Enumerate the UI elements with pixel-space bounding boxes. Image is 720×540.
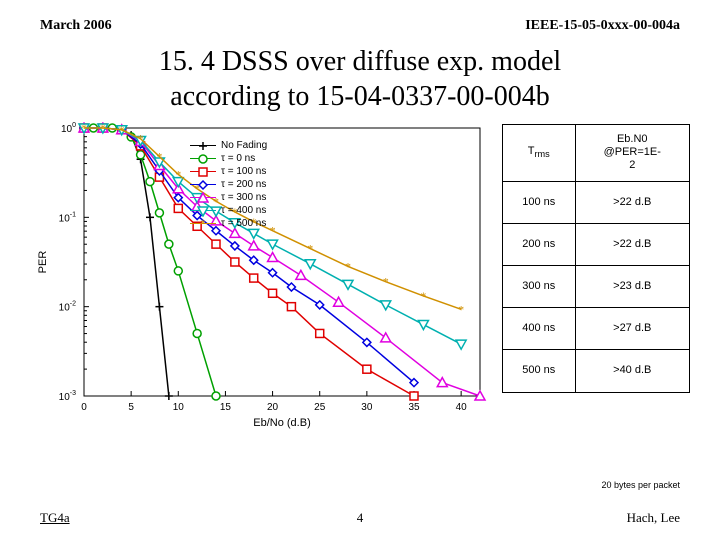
footer-left: TG4a	[40, 510, 70, 526]
slide-footer: TG4a 4 Hach, Lee	[40, 510, 680, 526]
svg-text:5: 5	[128, 402, 134, 413]
svg-text:25: 25	[314, 402, 326, 413]
legend-item: τ = 200 ns	[190, 179, 267, 190]
svg-text:100: 100	[61, 122, 76, 135]
svg-text:*: *	[119, 123, 125, 137]
svg-text:15: 15	[220, 402, 232, 413]
svg-text:*: *	[420, 289, 426, 303]
legend-item: No Fading	[190, 140, 267, 151]
table-cell: 100 ns	[503, 181, 576, 223]
svg-text:10-3: 10-3	[59, 390, 76, 403]
header-date: March 2006	[40, 18, 112, 34]
legend-label: τ = 400 ns	[221, 205, 266, 216]
legend-item: τ = 300 ns	[190, 192, 267, 203]
svg-text:*: *	[201, 218, 206, 230]
svg-text:*: *	[307, 242, 313, 256]
results-table-wrap: TrmsEb.N0@PER=1E-2 100 ns>22 d.B200 ns>2…	[502, 122, 690, 432]
svg-text:10-2: 10-2	[59, 301, 76, 314]
svg-text:*: *	[81, 122, 87, 135]
legend-label: τ = 0 ns	[221, 153, 255, 164]
per-chart: 0 5 10 15 20 25 30 35 40 100 10-1 10-2 10-3 Eb/No (d.…	[30, 122, 490, 432]
svg-text:30: 30	[361, 402, 373, 413]
table-row: 200 ns>22 d.B	[503, 223, 690, 265]
svg-text:10: 10	[173, 402, 185, 413]
table-cell: >23 d.B	[575, 265, 689, 307]
table-row: 400 ns>27 d.B	[503, 308, 690, 350]
table-cell: 400 ns	[503, 308, 576, 350]
svg-text:*: *	[138, 132, 144, 146]
svg-text:0: 0	[81, 402, 87, 413]
svg-text:*: *	[175, 167, 181, 181]
legend-label: No Fading	[221, 140, 267, 151]
svg-text:*: *	[156, 150, 162, 164]
table-row: 300 ns>23 d.B	[503, 265, 690, 307]
svg-text:*: *	[383, 275, 389, 289]
table-row: 100 ns>22 d.B	[503, 181, 690, 223]
svg-text:*: *	[345, 259, 351, 273]
table-header: Eb.N0@PER=1E-2	[575, 125, 689, 182]
footer-page: 4	[357, 510, 364, 526]
svg-text:PER: PER	[37, 251, 49, 274]
table-row: 500 ns>40 d.B	[503, 350, 690, 392]
svg-text:*: *	[100, 122, 106, 135]
table-cell: >40 d.B	[575, 350, 689, 392]
title-line-2: according to 15-04-0337-00-004b	[170, 81, 549, 112]
slide-title: 15. 4 DSSS over diffuse exp. model accor…	[0, 40, 720, 122]
legend-label: τ = 500 ns	[221, 218, 266, 229]
legend-label: τ = 300 ns	[221, 192, 266, 203]
table-header: Trms	[503, 125, 576, 182]
footer-right: Hach, Lee	[627, 510, 680, 526]
header-doc-id: IEEE-15-05-0xxx-00-004a	[525, 18, 680, 34]
legend-item: τ = 400 ns	[190, 205, 267, 216]
table-cell: 300 ns	[503, 265, 576, 307]
footnote: 20 bytes per packet	[601, 480, 680, 490]
svg-text:*: *	[458, 302, 464, 316]
table-cell: 500 ns	[503, 350, 576, 392]
legend-item: τ = 100 ns	[190, 166, 267, 177]
chart-legend: No Fading τ = 0 ns τ = 100 ns τ = 200 ns τ =…	[190, 140, 267, 231]
svg-text:10-1: 10-1	[59, 211, 76, 224]
content-area: 0 5 10 15 20 25 30 35 40 100 10-1 10-2 10-3 Eb/No (d.…	[0, 122, 720, 432]
svg-text:*: *	[270, 224, 276, 238]
table-cell: >27 d.B	[575, 308, 689, 350]
svg-text:40: 40	[456, 402, 468, 413]
title-line-1: 15. 4 DSSS over diffuse exp. model	[159, 46, 561, 77]
results-table: TrmsEb.N0@PER=1E-2 100 ns>22 d.B200 ns>2…	[502, 124, 690, 393]
svg-text:35: 35	[408, 402, 420, 413]
svg-text:Eb/No (d.B): Eb/No (d.B)	[253, 417, 310, 429]
legend-item: * τ = 500 ns	[190, 218, 267, 229]
table-cell: >22 d.B	[575, 223, 689, 265]
legend-label: τ = 100 ns	[221, 166, 266, 177]
slide-header: March 2006 IEEE-15-05-0xxx-00-004a	[0, 0, 720, 40]
table-cell: 200 ns	[503, 223, 576, 265]
legend-label: τ = 200 ns	[221, 179, 266, 190]
table-cell: >22 d.B	[575, 181, 689, 223]
legend-item: τ = 0 ns	[190, 153, 267, 164]
svg-text:20: 20	[267, 402, 279, 413]
